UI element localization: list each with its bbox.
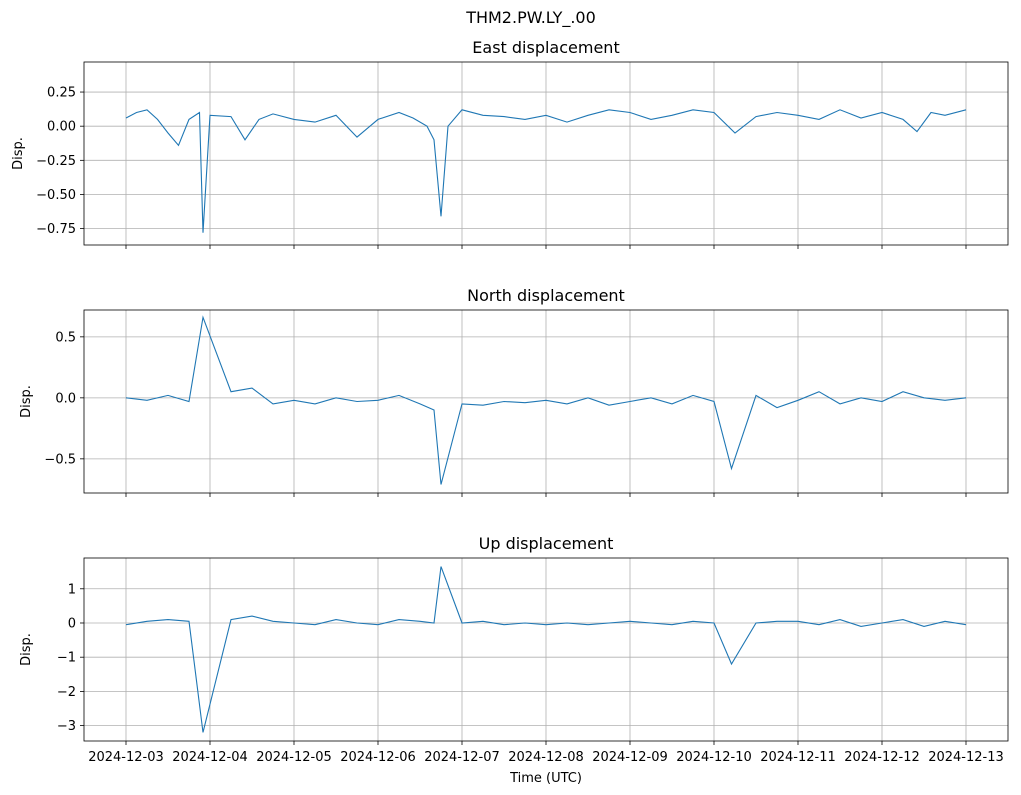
x-tick-label: 2024-12-04 bbox=[172, 750, 248, 765]
figure-title: THM2.PW.LY_.00 bbox=[465, 8, 596, 28]
series-line bbox=[125, 109, 967, 233]
y-tick-label: −0.25 bbox=[36, 154, 76, 169]
x-tick-label: 2024-12-11 bbox=[760, 750, 836, 765]
axes-frame bbox=[83, 557, 1009, 742]
y-tick-label: −2 bbox=[57, 685, 76, 700]
y-tick-label: −1 bbox=[57, 651, 76, 666]
y-axis-label: Disp. bbox=[11, 137, 26, 170]
series-line bbox=[125, 566, 967, 733]
y-tick-label: 0.00 bbox=[47, 120, 76, 135]
subplot-3: 2024-12-03 2024-12-04 2024-12-05 2024-12-06… bbox=[19, 534, 1009, 765]
axes-frame bbox=[83, 309, 1009, 494]
subplot-2: 0.5 0.0 −0.5 North displacement Disp. bbox=[19, 286, 1009, 497]
x-tick-label: 2024-12-09 bbox=[592, 750, 668, 765]
y-tick-label: 0.0 bbox=[55, 391, 76, 406]
x-tick-label: 2024-12-06 bbox=[340, 750, 416, 765]
x-tick-label: 2024-12-13 bbox=[928, 750, 1004, 765]
y-tick-label: −0.50 bbox=[36, 188, 76, 203]
y-tick-label: 0.5 bbox=[55, 330, 76, 345]
x-axis-label: Time (UTC) bbox=[509, 771, 582, 786]
y-tick-label: −0.75 bbox=[36, 222, 76, 237]
y-tick-label: 0 bbox=[68, 616, 76, 631]
axes-frame bbox=[83, 61, 1009, 246]
y-axis-label: Disp. bbox=[19, 385, 34, 418]
y-tick-label: 0.25 bbox=[47, 86, 76, 101]
subplot-1: 0.25 0.00 −0.25 −0.50 −0.75 East displacement… bbox=[11, 38, 1009, 249]
subplot-title: East displacement bbox=[472, 38, 619, 57]
x-tick-label: 2024-12-10 bbox=[676, 750, 752, 765]
y-tick-label: −3 bbox=[57, 719, 76, 734]
x-tick-label: 2024-12-07 bbox=[424, 750, 500, 765]
x-tick-label: 2024-12-08 bbox=[508, 750, 584, 765]
y-tick-label: −0.5 bbox=[44, 452, 76, 467]
y-axis-label: Disp. bbox=[19, 633, 34, 666]
series-line bbox=[125, 315, 967, 485]
subplot-title: Up displacement bbox=[479, 534, 614, 553]
x-tick-label: 2024-12-03 bbox=[88, 750, 164, 765]
y-tick-label: 1 bbox=[68, 582, 76, 597]
x-tick-label: 2024-12-12 bbox=[844, 750, 920, 765]
x-tick-label: 2024-12-05 bbox=[256, 750, 332, 765]
subplot-title: North displacement bbox=[467, 286, 625, 305]
